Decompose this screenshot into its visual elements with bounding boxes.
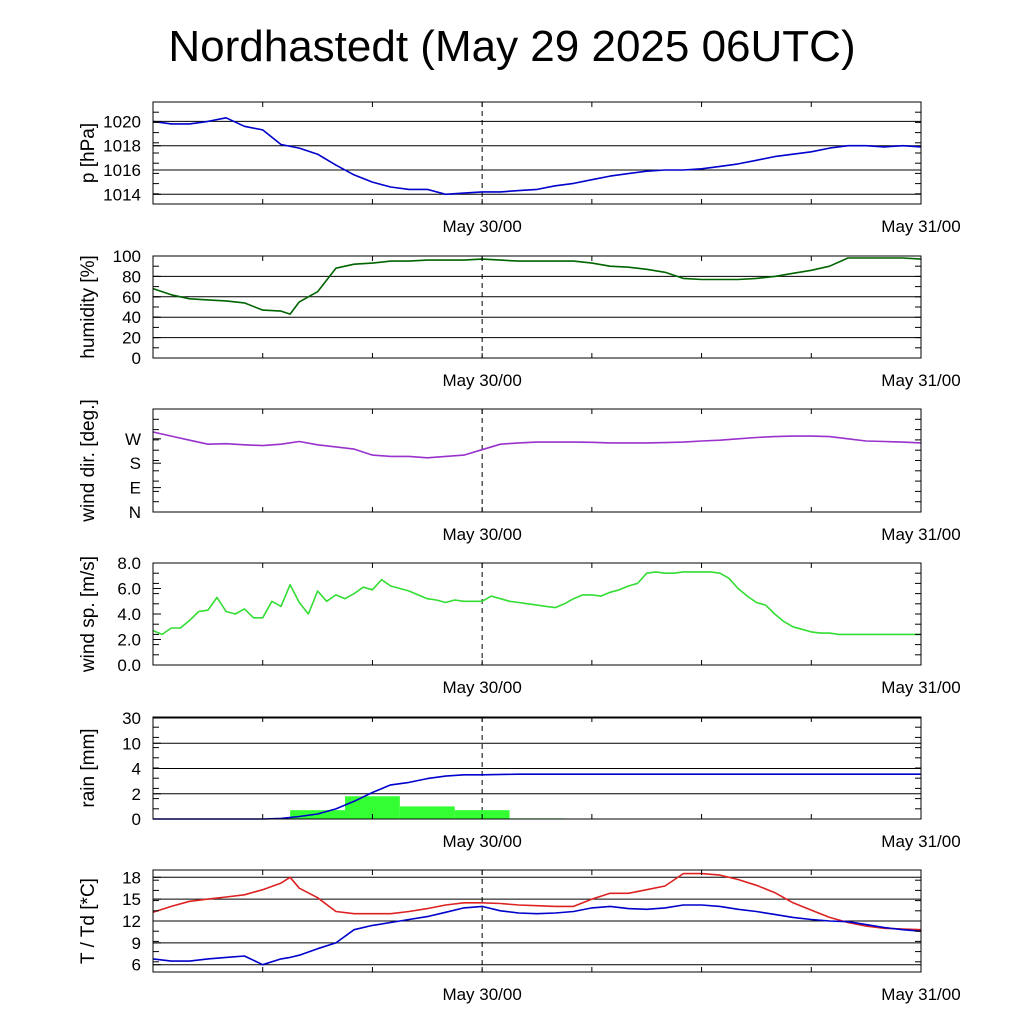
- y-tick-label: 2.0: [117, 631, 141, 650]
- panel-6: 6 9 12 15 18 T / Td [*C] May 30/00 May 31/00: [78, 868, 961, 1004]
- y-tick-label: 100: [113, 247, 141, 266]
- x-tick-label: May 30/00: [442, 678, 521, 697]
- x-tick-label: May 30/00: [442, 371, 521, 390]
- y-tick-label: 10: [122, 734, 141, 753]
- y-tick-label: 1020: [103, 112, 141, 131]
- y-tick-label: 80: [122, 267, 141, 286]
- x-tick-label: May 31/00: [881, 985, 960, 1004]
- y-tick-label: 12: [122, 912, 141, 931]
- y-tick-label: 8.0: [117, 554, 141, 573]
- y-tick-label: 60: [122, 288, 141, 307]
- y-tick-label: W: [125, 430, 141, 449]
- x-tick-label: May 31/00: [881, 371, 960, 390]
- y-tick-label: E: [130, 479, 141, 498]
- y-axis-label: wind dir. [deg.]: [78, 399, 99, 523]
- x-tick-label: May 30/00: [442, 985, 521, 1004]
- y-axis-label: p [hPa]: [78, 123, 99, 183]
- y-axis-label: rain [mm]: [78, 728, 99, 807]
- y-tick-label: S: [130, 454, 141, 473]
- y-tick-label: 0.0: [117, 656, 141, 675]
- x-tick-label: May 30/00: [442, 217, 521, 236]
- rain-bar: [399, 806, 455, 819]
- y-axis-label: wind sp. [m/s]: [78, 556, 99, 673]
- panel-4: 0.0 2.0 4.0 6.0 8.0 wind sp. [m/s] May 30/00 Ma…: [78, 554, 961, 697]
- y-tick-label: N: [129, 503, 141, 522]
- series-line: [152, 571, 921, 636]
- rain-bar: [345, 796, 400, 819]
- y-tick-label: 4: [132, 760, 141, 779]
- series-line: [152, 257, 922, 315]
- y-tick-label: 9: [132, 934, 141, 953]
- x-tick-label: May 31/00: [881, 678, 960, 697]
- chart-title: Nordhastedt (May 29 2025 06UTC): [168, 22, 856, 71]
- y-tick-label: 1016: [103, 161, 141, 180]
- y-tick-label: 1014: [103, 185, 141, 204]
- x-tick-label: May 31/00: [881, 832, 960, 851]
- y-tick-label: 20: [122, 329, 141, 348]
- y-axis-label: humidity [%]: [78, 255, 99, 358]
- y-tick-label: 6: [132, 956, 141, 975]
- series-line-Td: [152, 904, 922, 966]
- x-tick-label: May 31/00: [881, 525, 960, 544]
- y-tick-label: 15: [122, 890, 141, 909]
- panel-5: 0 2 4 10 30 rain [mm] May 30/00 May 31/00: [78, 709, 961, 851]
- y-tick-label: 1018: [103, 137, 141, 156]
- y-tick-label: 40: [122, 308, 141, 327]
- x-tick-label: May 31/00: [881, 217, 960, 236]
- panel-frame: [152, 408, 922, 513]
- panel-frame: [152, 562, 922, 666]
- panel-frame: [152, 716, 922, 820]
- y-tick-label: 4.0: [117, 605, 141, 624]
- x-tick-label: May 30/00: [442, 525, 521, 544]
- y-tick-label: 18: [122, 868, 141, 887]
- y-axis-label: T / Td [*C]: [78, 878, 99, 964]
- y-tick-label: 0: [132, 810, 141, 829]
- y-tick-label: 30: [122, 709, 141, 728]
- x-tick-label: May 30/00: [442, 832, 521, 851]
- series-line: [153, 773, 921, 820]
- y-tick-label: 0: [132, 349, 141, 368]
- series-line: [152, 117, 922, 196]
- series-line: [152, 431, 922, 459]
- y-tick-label: 6.0: [117, 580, 141, 599]
- y-tick-label: 2: [132, 785, 141, 804]
- series-line-T: [152, 872, 922, 931]
